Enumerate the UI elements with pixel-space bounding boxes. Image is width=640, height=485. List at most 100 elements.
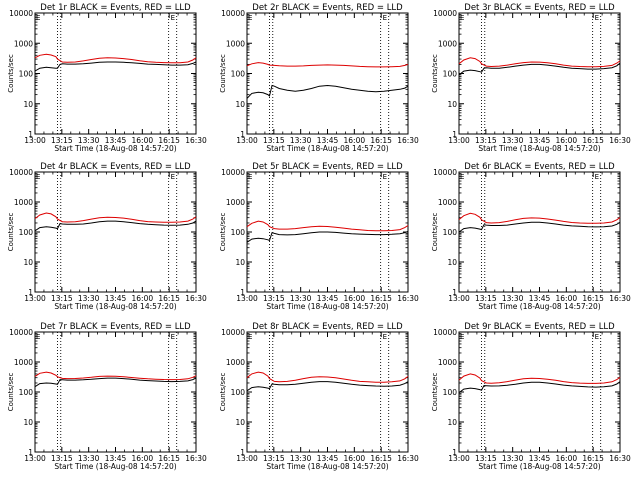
panel-4: Det 4r BLACK = Events, RED = LLD 1 10 100 10…	[7, 162, 207, 311]
panel-title: Det 7r BLACK = Events, RED = LLD	[40, 322, 191, 332]
panel-title: Det 2r BLACK = Events, RED = LLD	[252, 3, 403, 13]
x-tick-label: 16:00	[344, 136, 366, 145]
y-tick-label: 1000	[438, 198, 457, 207]
series-lld	[458, 373, 621, 384]
x-tick-label: 13:00	[448, 136, 470, 145]
y-tick-label: 1000	[226, 358, 245, 367]
x-tick-label: 16:15	[582, 454, 604, 463]
x-tick-label: 16:30	[397, 136, 419, 145]
x-tick-label: 13:30	[78, 136, 100, 145]
x-tick-label: 13:45	[105, 294, 127, 303]
series-lld	[458, 57, 621, 68]
x-tick-label: 13:15	[475, 454, 497, 463]
y-tick-label: 100	[443, 70, 458, 79]
x-tick-label: 13:30	[502, 294, 524, 303]
y-tick-label: 100	[19, 388, 34, 397]
x-tick-label: 13:45	[105, 136, 127, 145]
y-tick-label: 100	[19, 228, 34, 237]
x-tick-label: 13:15	[51, 136, 73, 145]
x-tick-label: 16:15	[582, 136, 604, 145]
y-tick-label: 10	[235, 418, 245, 427]
y-tick-label: 1	[452, 130, 457, 139]
plot-frame	[34, 12, 197, 135]
x-tick-label: 13:00	[24, 136, 46, 145]
y-tick-label: 1	[28, 130, 33, 139]
y-tick-label: 10000	[433, 168, 457, 177]
y-tick-label: 100	[443, 228, 458, 237]
y-tick-label: 1	[452, 288, 457, 297]
panel-3: Det 3r BLACK = Events, RED = LLD 1 10 100 10…	[431, 3, 631, 153]
panel-9: Det 9r BLACK = Events, RED = LLD 1 10 100 10…	[431, 322, 631, 471]
y-tick-label: 10000	[221, 168, 245, 177]
x-tick-label: 13:15	[475, 136, 497, 145]
x-tick-label: 13:30	[290, 136, 312, 145]
y-tick-label: 10000	[433, 328, 457, 337]
series-events	[34, 377, 197, 388]
y-axis-label: Counts/sec	[219, 54, 227, 93]
x-axis-label: Start Time (18-Aug-08 14:57:20)	[478, 462, 600, 471]
flag-marker-right: E	[171, 14, 175, 22]
series-lld	[34, 53, 197, 64]
y-axis-label: Counts/sec	[431, 213, 439, 252]
x-tick-label: 13:00	[236, 454, 258, 463]
y-tick-label: 100	[231, 388, 246, 397]
y-tick-label: 10	[447, 100, 457, 109]
flag-marker-left: E	[36, 173, 40, 181]
x-tick-label: 13:30	[290, 454, 312, 463]
plot-frame	[34, 331, 197, 453]
panel-title: Det 9r BLACK = Events, RED = LLD	[464, 322, 615, 332]
x-axis-label: Start Time (18-Aug-08 14:57:20)	[54, 144, 176, 153]
y-axis-label: Counts/sec	[219, 213, 227, 252]
flag-marker-left: E	[248, 173, 252, 181]
x-tick-label: 16:00	[132, 294, 154, 303]
x-tick-label: 16:30	[185, 294, 207, 303]
y-tick-label: 1000	[14, 198, 33, 207]
flag-marker-left: E	[248, 333, 252, 341]
x-tick-label: 16:00	[132, 136, 154, 145]
series-events	[34, 61, 197, 72]
y-tick-label: 10	[235, 100, 245, 109]
y-tick-label: 100	[19, 70, 34, 79]
x-tick-label: 16:00	[556, 136, 578, 145]
plot-frame	[34, 171, 197, 293]
flag-marker-left: E	[460, 333, 464, 341]
x-tick-label: 13:45	[317, 454, 339, 463]
series-events	[34, 220, 197, 232]
x-tick-label: 16:30	[185, 454, 207, 463]
x-tick-label: 13:30	[502, 136, 524, 145]
panel-8: Det 8r BLACK = Events, RED = LLD 1 10 100 10…	[219, 322, 419, 471]
y-tick-label: 100	[231, 70, 246, 79]
x-axis-label: Start Time (18-Aug-08 14:57:20)	[54, 462, 176, 471]
series-events	[246, 381, 409, 392]
x-tick-label: 16:15	[158, 454, 180, 463]
x-tick-label: 16:00	[344, 454, 366, 463]
panel-title: Det 4r BLACK = Events, RED = LLD	[40, 162, 191, 172]
panel-title: Det 8r BLACK = Events, RED = LLD	[252, 322, 403, 332]
series-lld	[34, 371, 197, 381]
x-tick-label: 16:15	[370, 294, 392, 303]
flag-marker-right: E	[595, 173, 599, 181]
plot-frame	[246, 12, 409, 135]
x-tick-label: 16:30	[397, 454, 419, 463]
y-axis-label: Counts/sec	[431, 373, 439, 412]
x-axis-label: Start Time (18-Aug-08 14:57:20)	[266, 462, 388, 471]
y-tick-label: 10	[23, 258, 33, 267]
y-tick-label: 1	[28, 448, 33, 457]
series-lld	[34, 212, 197, 223]
flag-marker-right: E	[595, 333, 599, 341]
series-events	[246, 84, 409, 99]
y-tick-label: 1000	[438, 39, 457, 48]
series-events	[458, 221, 621, 233]
x-tick-label: 16:00	[556, 294, 578, 303]
x-tick-label: 16:30	[609, 136, 631, 145]
flag-marker-right: E	[171, 173, 175, 181]
series-lld	[246, 220, 409, 232]
x-tick-label: 13:00	[448, 454, 470, 463]
x-tick-label: 13:15	[51, 454, 73, 463]
flag-marker-right: E	[171, 333, 175, 341]
panel-5: Det 5r BLACK = Events, RED = LLD 1 10 100 10…	[219, 162, 419, 311]
panel-title: Det 6r BLACK = Events, RED = LLD	[464, 162, 615, 172]
x-tick-label: 16:00	[132, 454, 154, 463]
